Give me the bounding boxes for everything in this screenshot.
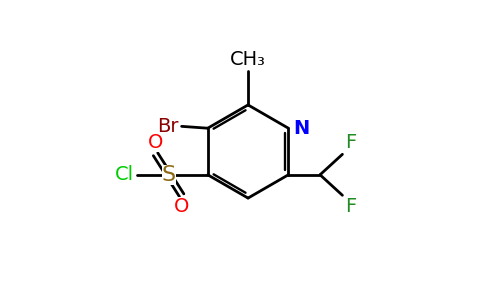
Text: O: O bbox=[148, 134, 163, 152]
Text: N: N bbox=[293, 119, 309, 138]
Text: Cl: Cl bbox=[115, 165, 134, 184]
Text: O: O bbox=[174, 197, 189, 216]
Text: CH₃: CH₃ bbox=[230, 50, 266, 69]
Text: F: F bbox=[346, 134, 357, 152]
Text: Br: Br bbox=[157, 117, 179, 136]
Text: F: F bbox=[346, 197, 357, 216]
Text: S: S bbox=[162, 165, 176, 185]
